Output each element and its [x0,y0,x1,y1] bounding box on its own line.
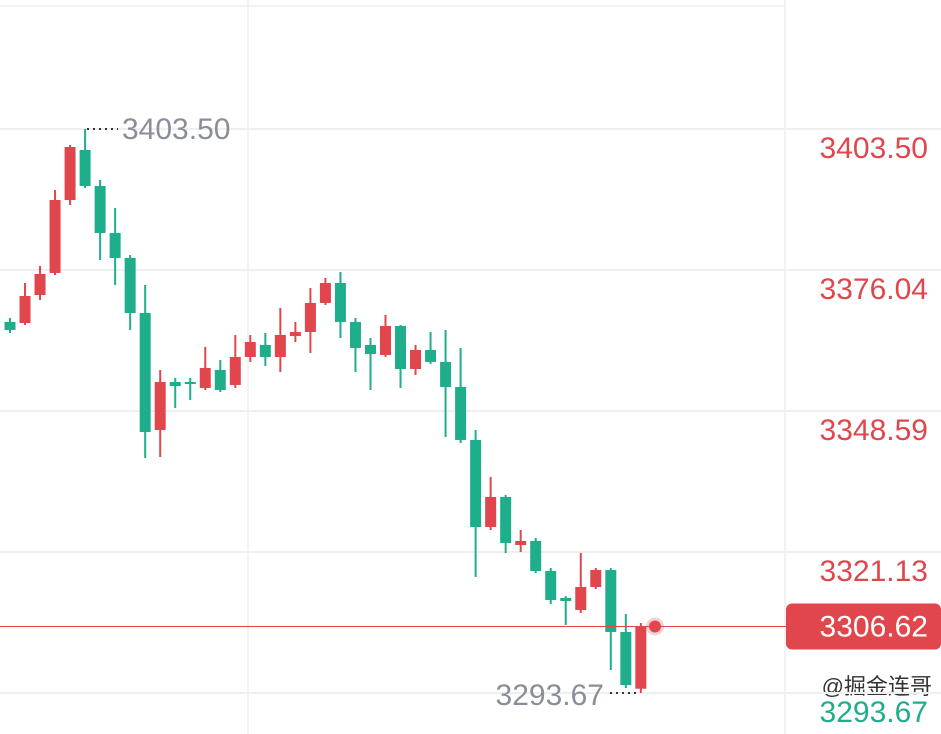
candle-body [485,496,497,528]
candle-body [34,274,46,296]
candle-body [380,325,391,355]
candle-body [244,341,256,357]
last-price-box [786,603,941,650]
candle-body [500,496,512,543]
candle-body [620,631,632,686]
candle-body [560,597,572,602]
candle-body [455,386,467,440]
candle-body [440,361,452,387]
candle-body [274,335,286,357]
candle-body [289,331,301,336]
y-tick-label: 3376.04 [820,273,928,306]
min-marker-label: 3293.67 [496,679,604,712]
candle-body [139,312,151,433]
candle-body [425,350,437,362]
candle-body [199,367,211,389]
last-price-label: 3306.62 [820,610,928,643]
candle-body [349,321,361,349]
candle-body [94,185,106,233]
candle-body [154,381,166,431]
candle-body [545,571,557,600]
max-marker-label: 3403.50 [122,113,230,146]
candle-body [410,350,422,370]
candle-body [470,439,482,528]
candle-body [229,356,241,385]
y-tick-label: 3348.59 [820,414,928,447]
candle-body [49,200,61,273]
candle-body [635,626,647,689]
candle-body [259,344,271,357]
watermark: @掘金连哥 [822,674,932,699]
candle-body [364,344,376,355]
candle-body [184,381,196,384]
last-price-dot [649,620,661,633]
candle-body [515,540,527,545]
candle-body [304,302,316,332]
candle-body [605,569,617,632]
candle-body [169,381,181,386]
candle-body [319,282,331,303]
candle-body [79,149,91,186]
candle-body [4,321,16,330]
candle-body [395,325,407,370]
candle-body [214,369,226,391]
y-tick-label: 3321.13 [820,555,928,588]
candle-body [19,295,31,323]
candle-body [64,147,76,201]
candle-body [334,282,346,322]
y-tick-label: 3293.67 [820,696,928,729]
y-tick-label: 3403.50 [820,132,928,165]
candle-body [590,569,602,587]
candle-body [109,232,121,258]
candle-body [530,540,542,572]
candle-body [124,257,136,313]
candle-body [575,586,587,610]
